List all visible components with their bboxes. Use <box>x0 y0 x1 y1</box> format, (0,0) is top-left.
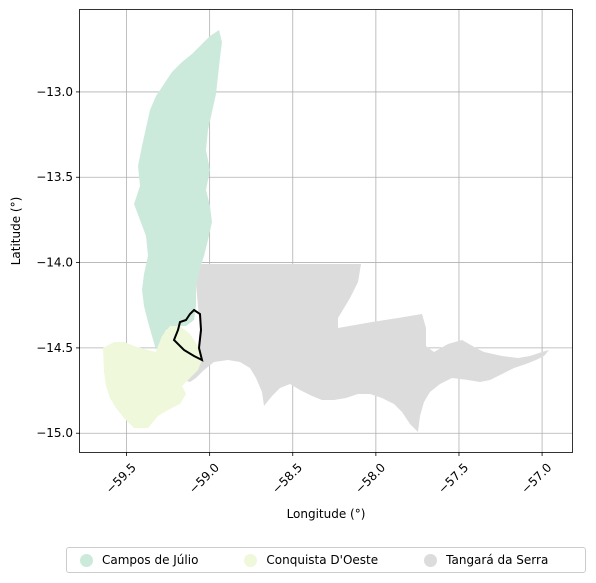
y-axis-label: Latitude (°) <box>9 197 23 266</box>
x-tick-label: −58.0 <box>352 460 388 496</box>
legend-marker-icon <box>244 553 258 567</box>
regions-layer <box>103 30 549 432</box>
region-campos-de-julio <box>134 30 222 350</box>
legend-marker-icon <box>424 553 438 567</box>
y-tick-label: −13.5 <box>36 170 73 184</box>
legend-label: Conquista D'Oeste <box>266 553 379 567</box>
y-tick-label: −14.0 <box>36 256 73 270</box>
region-conquista-doeste <box>103 326 202 428</box>
legend-item-conquista-doeste: Conquista D'Oeste <box>244 553 378 567</box>
y-tick-label: −15.0 <box>36 426 73 440</box>
x-tick-label: −59.0 <box>186 460 222 496</box>
legend: Campos de Júlio Conquista D'Oeste Tangar… <box>66 547 586 573</box>
x-tick-label: −58.5 <box>269 460 305 496</box>
legend-label: Tangará da Serra <box>446 553 549 567</box>
x-tick-label: −57.0 <box>519 460 555 496</box>
legend-item-campos-de-julio: Campos de Júlio <box>80 553 198 567</box>
x-tick-label: −59.5 <box>103 460 139 496</box>
y-tick-label: −14.5 <box>36 341 73 355</box>
legend-marker-icon <box>80 553 93 567</box>
region-tangara-da-serra <box>184 264 549 432</box>
highlight-outline <box>172 308 204 362</box>
plot-frame <box>79 9 573 453</box>
legend-label: Campos de Júlio <box>102 553 199 567</box>
x-axis-label: Longitude (°) <box>287 507 366 521</box>
x-tick-label: −57.5 <box>435 460 471 496</box>
y-tick-label: −13.0 <box>36 85 73 99</box>
legend-item-tangara-da-serra: Tangará da Serra <box>424 553 548 567</box>
